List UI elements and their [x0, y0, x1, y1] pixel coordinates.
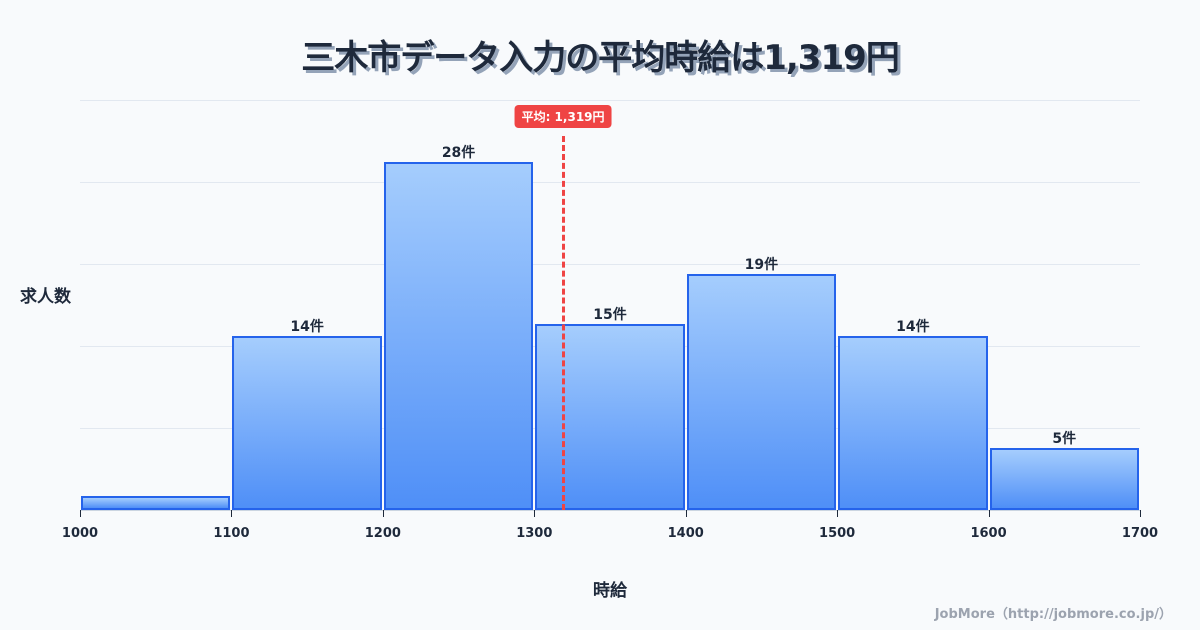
histogram-plot: 14件 28件 15件 19件 14件 5件 1000 1100 1200 1300 1400 150…	[62, 100, 1158, 541]
x-tick	[837, 510, 839, 517]
x-tick	[1140, 510, 1141, 517]
histogram-bar	[535, 323, 685, 510]
gridline	[80, 264, 1140, 265]
x-tick	[80, 510, 81, 517]
x-tick-label: 1200	[364, 526, 401, 541]
x-tick-label: 1300	[516, 526, 553, 541]
bar-value-label: 19件	[744, 256, 779, 273]
x-tick	[988, 510, 990, 517]
bar-value-label: 5件	[1052, 430, 1077, 447]
x-tick-label: 1100	[213, 526, 250, 541]
x-axis-line	[80, 510, 1140, 511]
chart-title: 三木市データ入力の平均時給は1,319円	[301, 38, 900, 78]
average-badge: 平均: 1,319円	[514, 105, 612, 128]
bar-value-label: 14件	[896, 319, 930, 336]
histogram-bar	[232, 336, 382, 510]
x-tick	[685, 510, 687, 517]
bar-value-label: 14件	[290, 319, 324, 336]
x-tick-label: 1000	[61, 526, 99, 541]
y-axis-label: 求人数	[20, 287, 71, 307]
bar-value-label: 28件	[441, 145, 476, 162]
x-tick	[534, 510, 536, 517]
bar-value-label: 15件	[593, 306, 627, 323]
x-tick-label: 1600	[970, 526, 1007, 541]
average-line	[562, 136, 566, 510]
x-tick-label: 1500	[819, 526, 856, 541]
histogram-bar	[81, 496, 231, 510]
histogram-bar	[989, 447, 1139, 510]
x-axis-label: 時給	[593, 581, 627, 601]
gridline	[80, 182, 1140, 183]
credit-text: JobMore（http://jobmore.co.jp/）	[934, 607, 1172, 622]
x-tick-label: 1700	[1121, 526, 1159, 541]
histogram-bar	[686, 273, 837, 510]
x-tick-label: 1400	[667, 526, 704, 541]
x-tick	[382, 510, 384, 517]
histogram-bar	[838, 336, 988, 510]
histogram-bar	[383, 162, 534, 510]
gridline	[80, 100, 1140, 101]
x-tick	[231, 510, 233, 517]
